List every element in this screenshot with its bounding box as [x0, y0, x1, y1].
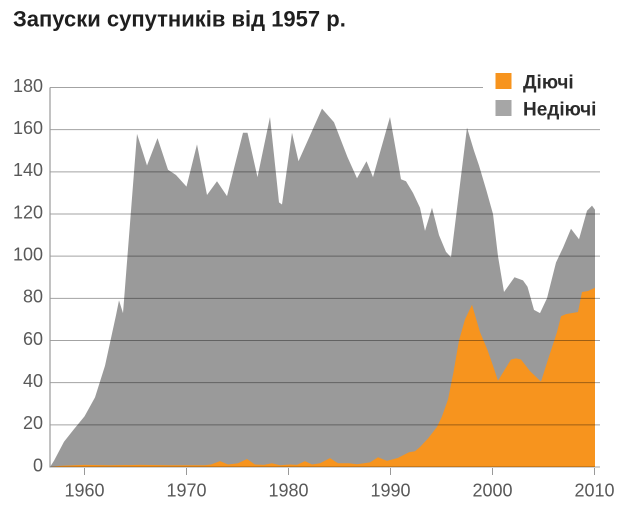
- svg-text:Запуски супутників від 1957 р.: Запуски супутників від 1957 р.: [13, 7, 346, 32]
- svg-text:140: 140: [13, 160, 43, 180]
- svg-text:120: 120: [13, 202, 43, 222]
- svg-text:60: 60: [23, 329, 43, 349]
- svg-text:0: 0: [33, 455, 43, 475]
- svg-text:20: 20: [23, 413, 43, 433]
- svg-text:1970: 1970: [166, 481, 206, 501]
- svg-text:1960: 1960: [64, 481, 104, 501]
- svg-text:100: 100: [13, 245, 43, 265]
- svg-text:2000: 2000: [472, 481, 512, 501]
- svg-text:80: 80: [23, 287, 43, 307]
- svg-text:180: 180: [13, 76, 43, 96]
- svg-text:1980: 1980: [268, 481, 308, 501]
- svg-text:Недіючі: Недіючі: [523, 100, 596, 121]
- svg-text:Діючі: Діючі: [523, 73, 574, 94]
- svg-text:40: 40: [23, 371, 43, 391]
- svg-text:1990: 1990: [370, 481, 410, 501]
- svg-text:160: 160: [13, 118, 43, 138]
- svg-text:2010: 2010: [574, 481, 614, 501]
